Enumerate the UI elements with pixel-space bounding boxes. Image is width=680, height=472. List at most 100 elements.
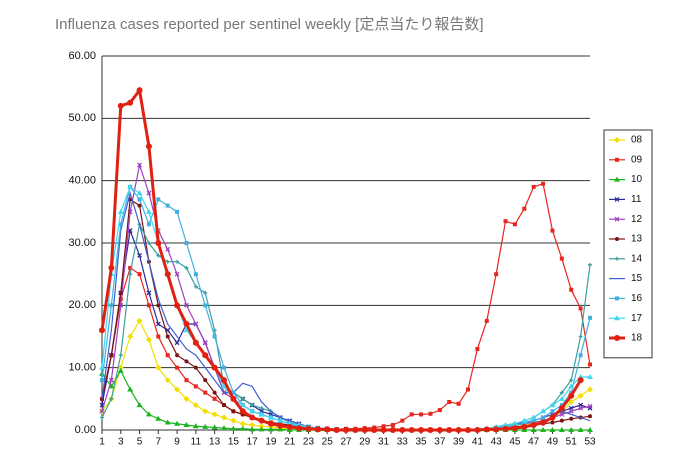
data-point: [588, 363, 592, 367]
x-tick-label: 25: [322, 437, 334, 448]
data-point: [174, 302, 180, 308]
legend-label: 09: [631, 154, 643, 165]
data-point: [175, 341, 179, 345]
data-point: [249, 415, 255, 421]
data-point: [324, 426, 330, 432]
data-point: [202, 352, 208, 358]
data-point: [588, 316, 592, 320]
x-tick-label: 33: [397, 437, 409, 448]
y-tick-label: 60.00: [68, 50, 96, 62]
data-point: [194, 272, 198, 276]
data-point: [165, 271, 171, 277]
data-point: [175, 210, 179, 214]
data-point: [418, 427, 424, 433]
data-point: [118, 209, 124, 214]
data-point: [194, 384, 198, 388]
legend-label: 17: [631, 313, 643, 324]
data-point: [560, 257, 564, 261]
data-point: [446, 427, 452, 433]
data-point: [222, 403, 226, 407]
series-line: [102, 199, 590, 430]
data-point: [166, 204, 170, 208]
x-tick-label: 1: [99, 437, 105, 448]
data-point: [457, 402, 461, 406]
data-point: [100, 416, 104, 420]
data-point: [550, 229, 554, 233]
series-line: [102, 231, 590, 430]
data-point: [410, 412, 414, 416]
data-point: [362, 427, 368, 433]
data-point: [578, 377, 584, 383]
data-point: [147, 303, 151, 307]
legend-marker: [615, 158, 619, 162]
data-point: [493, 426, 499, 432]
data-point: [99, 371, 105, 376]
data-point: [550, 421, 554, 425]
data-point: [343, 427, 349, 433]
data-point: [156, 335, 160, 339]
series-line: [102, 371, 590, 430]
x-tick-label: 11: [191, 437, 202, 448]
y-tick-label: 10.00: [68, 362, 96, 374]
data-point: [466, 387, 470, 391]
data-point: [222, 366, 226, 370]
data-point: [203, 378, 207, 382]
x-tick-label: 19: [265, 437, 277, 448]
data-point: [531, 415, 537, 420]
data-point: [540, 408, 546, 413]
data-point: [127, 100, 133, 106]
x-tick-label: 45: [509, 437, 521, 448]
data-point: [119, 353, 123, 357]
x-tick-label: 39: [453, 437, 465, 448]
data-point: [119, 291, 123, 295]
data-point: [504, 219, 508, 223]
legend-marker: [614, 335, 620, 341]
data-point: [569, 288, 573, 292]
y-tick-label: 50.00: [68, 112, 96, 124]
data-point: [259, 418, 265, 424]
legend-label: 10: [631, 174, 643, 185]
x-tick-label: 3: [118, 437, 124, 448]
y-tick-label: 40.00: [68, 175, 96, 187]
data-point: [475, 347, 479, 351]
data-point: [521, 424, 527, 430]
x-tick-label: 37: [434, 437, 446, 448]
x-tick-label: 15: [228, 437, 240, 448]
data-point: [127, 386, 133, 391]
data-point: [437, 427, 443, 433]
data-point: [109, 303, 113, 307]
data-point: [231, 409, 235, 413]
data-point: [569, 417, 573, 421]
data-point: [138, 272, 142, 276]
data-point: [137, 402, 143, 407]
series-line: [102, 224, 590, 430]
data-point: [522, 207, 526, 211]
data-point: [503, 426, 509, 432]
data-point: [212, 411, 218, 417]
x-tick-label: 27: [340, 437, 352, 448]
data-point: [137, 190, 143, 195]
data-point: [156, 197, 160, 201]
x-tick-label: 41: [472, 437, 484, 448]
data-point: [399, 427, 405, 433]
data-point: [146, 209, 152, 214]
data-point: [277, 423, 283, 429]
legend-label: 13: [631, 234, 643, 245]
data-point: [456, 427, 462, 433]
x-tick-label: 51: [566, 437, 578, 448]
series-line: [102, 193, 590, 430]
x-tick-label: 47: [528, 437, 540, 448]
data-point: [305, 426, 311, 432]
data-point: [334, 427, 340, 433]
data-point: [146, 337, 152, 343]
x-tick-label: 31: [378, 437, 390, 448]
data-point: [465, 427, 471, 433]
series-line: [102, 90, 581, 430]
data-point: [100, 378, 104, 382]
data-point: [108, 265, 114, 271]
data-point: [419, 412, 423, 416]
x-tick-label: 23: [303, 437, 315, 448]
x-tick-label: 35: [416, 437, 428, 448]
data-point: [213, 397, 217, 401]
